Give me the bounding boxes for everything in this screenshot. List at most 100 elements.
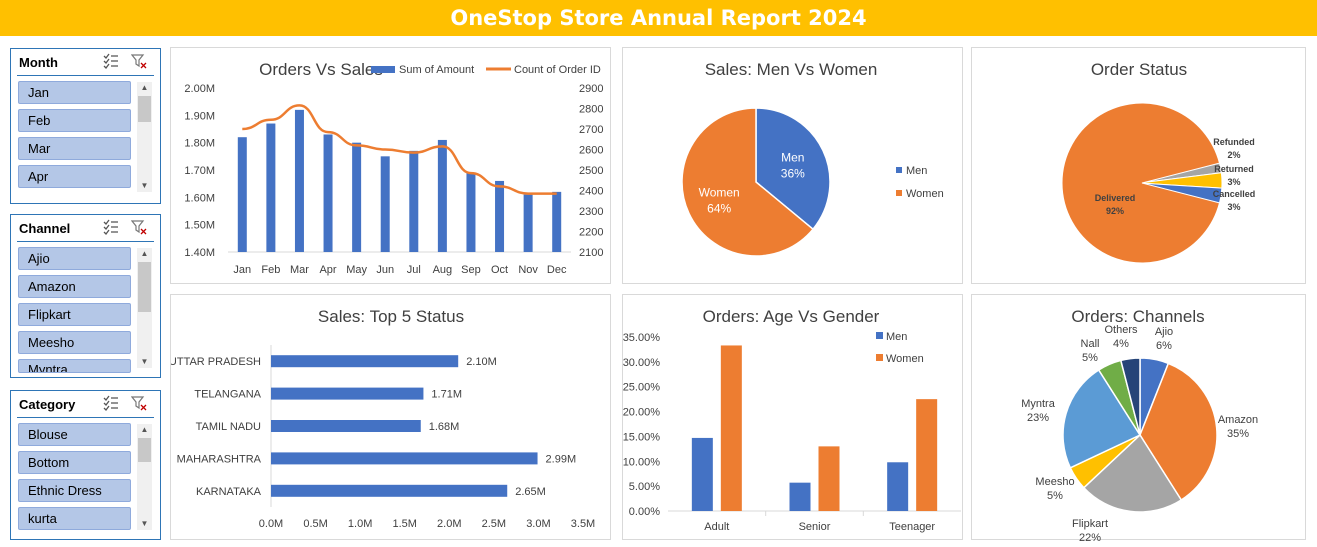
pie-data-label: 4% <box>1113 338 1129 350</box>
slicer-item-mar[interactable]: Mar <box>18 137 131 160</box>
y-left-tick-label: 2.00M <box>184 83 215 95</box>
y-tick-label: TAMIL NADU <box>196 421 261 433</box>
bar-sum-of-amount <box>237 137 247 252</box>
slicer-item-feb[interactable]: Feb <box>18 109 131 132</box>
pie-data-label: Men <box>781 151 804 165</box>
bar-sum-of-amount <box>352 142 362 252</box>
chart-title: Order Status <box>1091 60 1187 79</box>
pie-slice <box>1061 102 1221 264</box>
pie-data-label: Refunded <box>1213 137 1255 147</box>
pie-data-label: 23% <box>1027 412 1049 424</box>
x-tick-label: May <box>346 264 367 276</box>
legend-label: Women <box>906 188 944 200</box>
x-tick-label: 2.5M <box>482 518 506 530</box>
bar-state-sales <box>271 420 421 432</box>
legend-label: Women <box>886 353 924 365</box>
bar-sum-of-amount <box>523 194 533 252</box>
orders-vs-sales-svg: Orders Vs Sales Sum of Amount Count of Ord… <box>184 60 603 276</box>
y-left-tick-label: 1.40M <box>184 247 215 259</box>
bar-sum-of-amount <box>294 109 304 252</box>
slicer-item-kurta[interactable]: kurta <box>18 507 131 530</box>
clear-filter-icon[interactable] <box>131 219 147 235</box>
slicer-item-myntra[interactable]: Myntra <box>18 359 131 373</box>
bar-state-sales <box>271 355 459 368</box>
legend-swatch <box>876 332 883 339</box>
pie-data-label: 22% <box>1079 532 1101 541</box>
bar-men <box>887 462 909 511</box>
slicer-scrollbar[interactable]: ▲ ▼ <box>137 424 152 530</box>
slicer-items: Jan Feb Mar Apr <box>18 81 131 193</box>
bar-data-label: 2.99M <box>546 453 577 465</box>
scroll-thumb[interactable] <box>138 96 151 122</box>
y-left-tick-label: 1.70M <box>184 165 215 177</box>
multi-select-icon[interactable] <box>103 219 119 235</box>
scroll-up-icon[interactable]: ▲ <box>140 425 149 434</box>
pie-slice <box>1119 357 1141 436</box>
slicer-item-meesho[interactable]: Meesho <box>18 331 131 354</box>
y-left-tick-label: 1.90M <box>184 110 215 122</box>
slicer-scrollbar[interactable]: ▲ ▼ <box>137 248 152 368</box>
y-tick-label: 5.00% <box>629 481 660 493</box>
slicer-item-blouse[interactable]: Blouse <box>18 423 131 446</box>
x-tick-label: Dec <box>547 264 567 276</box>
channel-slicer: Channel Ajio Amazon Flipkart Meesho Mynt… <box>10 214 161 378</box>
x-tick-label: Jan <box>233 264 251 276</box>
x-tick-label: Adult <box>704 521 729 533</box>
chart-title: Orders: Channels <box>1071 307 1204 326</box>
multi-select-icon[interactable] <box>103 395 119 411</box>
multi-select-icon[interactable] <box>103 53 119 69</box>
bar-sum-of-amount <box>552 191 562 252</box>
x-tick-label: Senior <box>799 521 831 533</box>
slicer-title: Channel <box>19 221 71 236</box>
scroll-down-icon[interactable]: ▼ <box>140 519 149 528</box>
y-left-tick-label: 1.60M <box>184 192 215 204</box>
bar-data-label: 2.10M <box>466 356 497 368</box>
order-status-chart: Order Status Refunded 2% Returned 3% Cancelle… <box>971 47 1306 284</box>
month-slicer: Month Jan Feb Mar Apr ▲ ▼ <box>10 48 161 204</box>
scroll-down-icon[interactable]: ▼ <box>140 357 149 366</box>
slicer-header: Channel <box>17 215 154 242</box>
bar-women <box>916 399 938 511</box>
pie-slice <box>681 107 815 257</box>
pie-data-label: Ajio <box>1155 326 1173 338</box>
slicer-item-bottom[interactable]: Bottom <box>18 451 131 474</box>
slicer-item-amazon[interactable]: Amazon <box>18 275 131 298</box>
slicer-item-apr[interactable]: Apr <box>18 165 131 188</box>
bar-data-label: 1.71M <box>431 389 462 401</box>
y-right-tick-label: 2700 <box>579 124 603 136</box>
chart-title: Sales: Men Vs Women <box>705 60 878 79</box>
slicer-item-ethnic-dress[interactable]: Ethnic Dress <box>18 479 131 502</box>
scroll-up-icon[interactable]: ▲ <box>140 249 149 258</box>
slicer-item-ajio[interactable]: Ajio <box>18 247 131 270</box>
pie-slice <box>1062 368 1142 469</box>
x-tick-label: 0.0M <box>259 518 283 530</box>
slicer-scrollbar[interactable]: ▲ ▼ <box>137 82 152 192</box>
y-tick-label: 15.00% <box>623 431 660 443</box>
legend-label-orders: Count of Order ID <box>514 64 601 76</box>
pie-data-label: Flipkart <box>1072 518 1108 530</box>
slicer-header: Month <box>17 49 154 76</box>
bar-sum-of-amount <box>409 150 419 252</box>
scroll-up-icon[interactable]: ▲ <box>140 83 149 92</box>
legend-label: Men <box>886 331 907 343</box>
slicer-item-jan[interactable]: Jan <box>18 81 131 104</box>
bar-women <box>818 446 840 511</box>
top5-svg: Sales: Top 5 Status 0.0M 0.5M 1.0M 1.5M 2.0M 2… <box>171 307 595 530</box>
slicer-item-flipkart[interactable]: Flipkart <box>18 303 131 326</box>
scroll-down-icon[interactable]: ▼ <box>140 181 149 190</box>
chart-title: Orders Vs Sales <box>259 60 383 79</box>
y-right-tick-label: 2500 <box>579 165 603 177</box>
scroll-thumb[interactable] <box>138 438 151 462</box>
pie-data-label: 64% <box>707 201 731 215</box>
clear-filter-icon[interactable] <box>131 395 147 411</box>
slicer-title: Category <box>19 397 76 412</box>
bar-sum-of-amount <box>437 139 447 252</box>
scroll-thumb[interactable] <box>138 262 151 312</box>
bar-data-label: 2.65M <box>515 486 546 498</box>
slicer-header: Category <box>17 391 154 418</box>
pie-data-label: Cancelled <box>1213 189 1256 199</box>
clear-filter-icon[interactable] <box>131 53 147 69</box>
pie-data-label: 6% <box>1156 340 1172 352</box>
y-right-tick-label: 2200 <box>579 227 603 239</box>
y-right-tick-label: 2800 <box>579 104 603 116</box>
